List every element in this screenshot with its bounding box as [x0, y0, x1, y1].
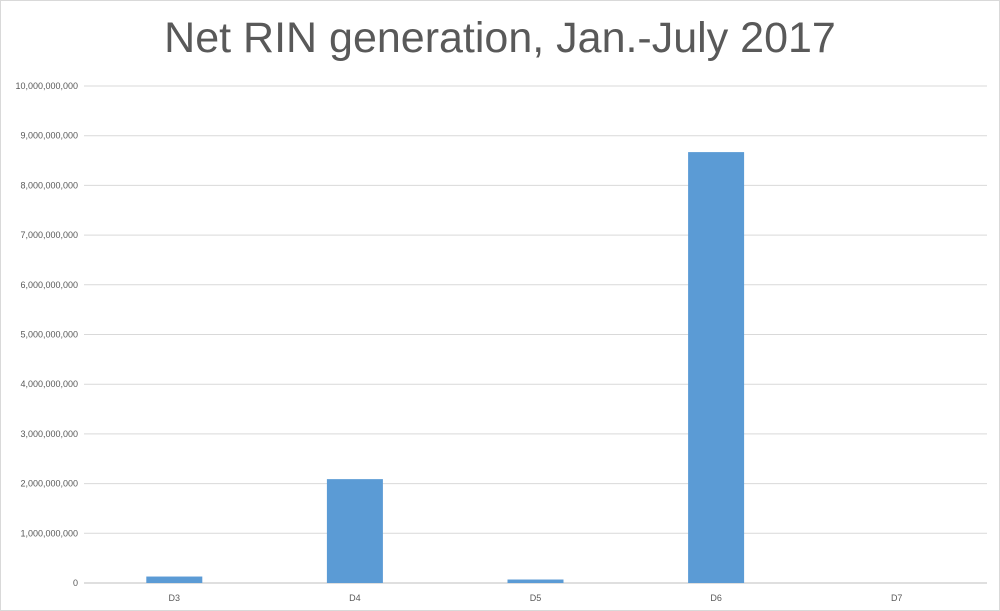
x-tick-label: D3: [169, 593, 181, 603]
x-tick-label: D7: [891, 593, 903, 603]
y-tick-label: 8,000,000,000: [20, 180, 78, 190]
y-tick-label: 5,000,000,000: [20, 330, 78, 340]
y-tick-label: 3,000,000,000: [20, 429, 78, 439]
y-tick-label: 2,000,000,000: [20, 479, 78, 489]
y-tick-label: 0: [73, 578, 78, 588]
bar-d6: [688, 152, 745, 583]
bar-d5: [507, 579, 564, 583]
x-tick-label: D6: [710, 593, 722, 603]
y-tick-label: 7,000,000,000: [20, 230, 78, 240]
x-tick-label: D4: [349, 593, 361, 603]
bar-d4: [326, 479, 383, 583]
chart-title: Net RIN generation, Jan.-July 2017: [164, 14, 836, 62]
y-tick-label: 6,000,000,000: [20, 280, 78, 290]
y-tick-label: 4,000,000,000: [20, 379, 78, 389]
y-tick-label: 9,000,000,000: [20, 131, 78, 141]
x-tick-label: D5: [530, 593, 542, 603]
y-tick-label: 10,000,000,000: [15, 81, 78, 91]
bar-d3: [146, 576, 203, 583]
y-tick-label: 1,000,000,000: [20, 528, 78, 538]
